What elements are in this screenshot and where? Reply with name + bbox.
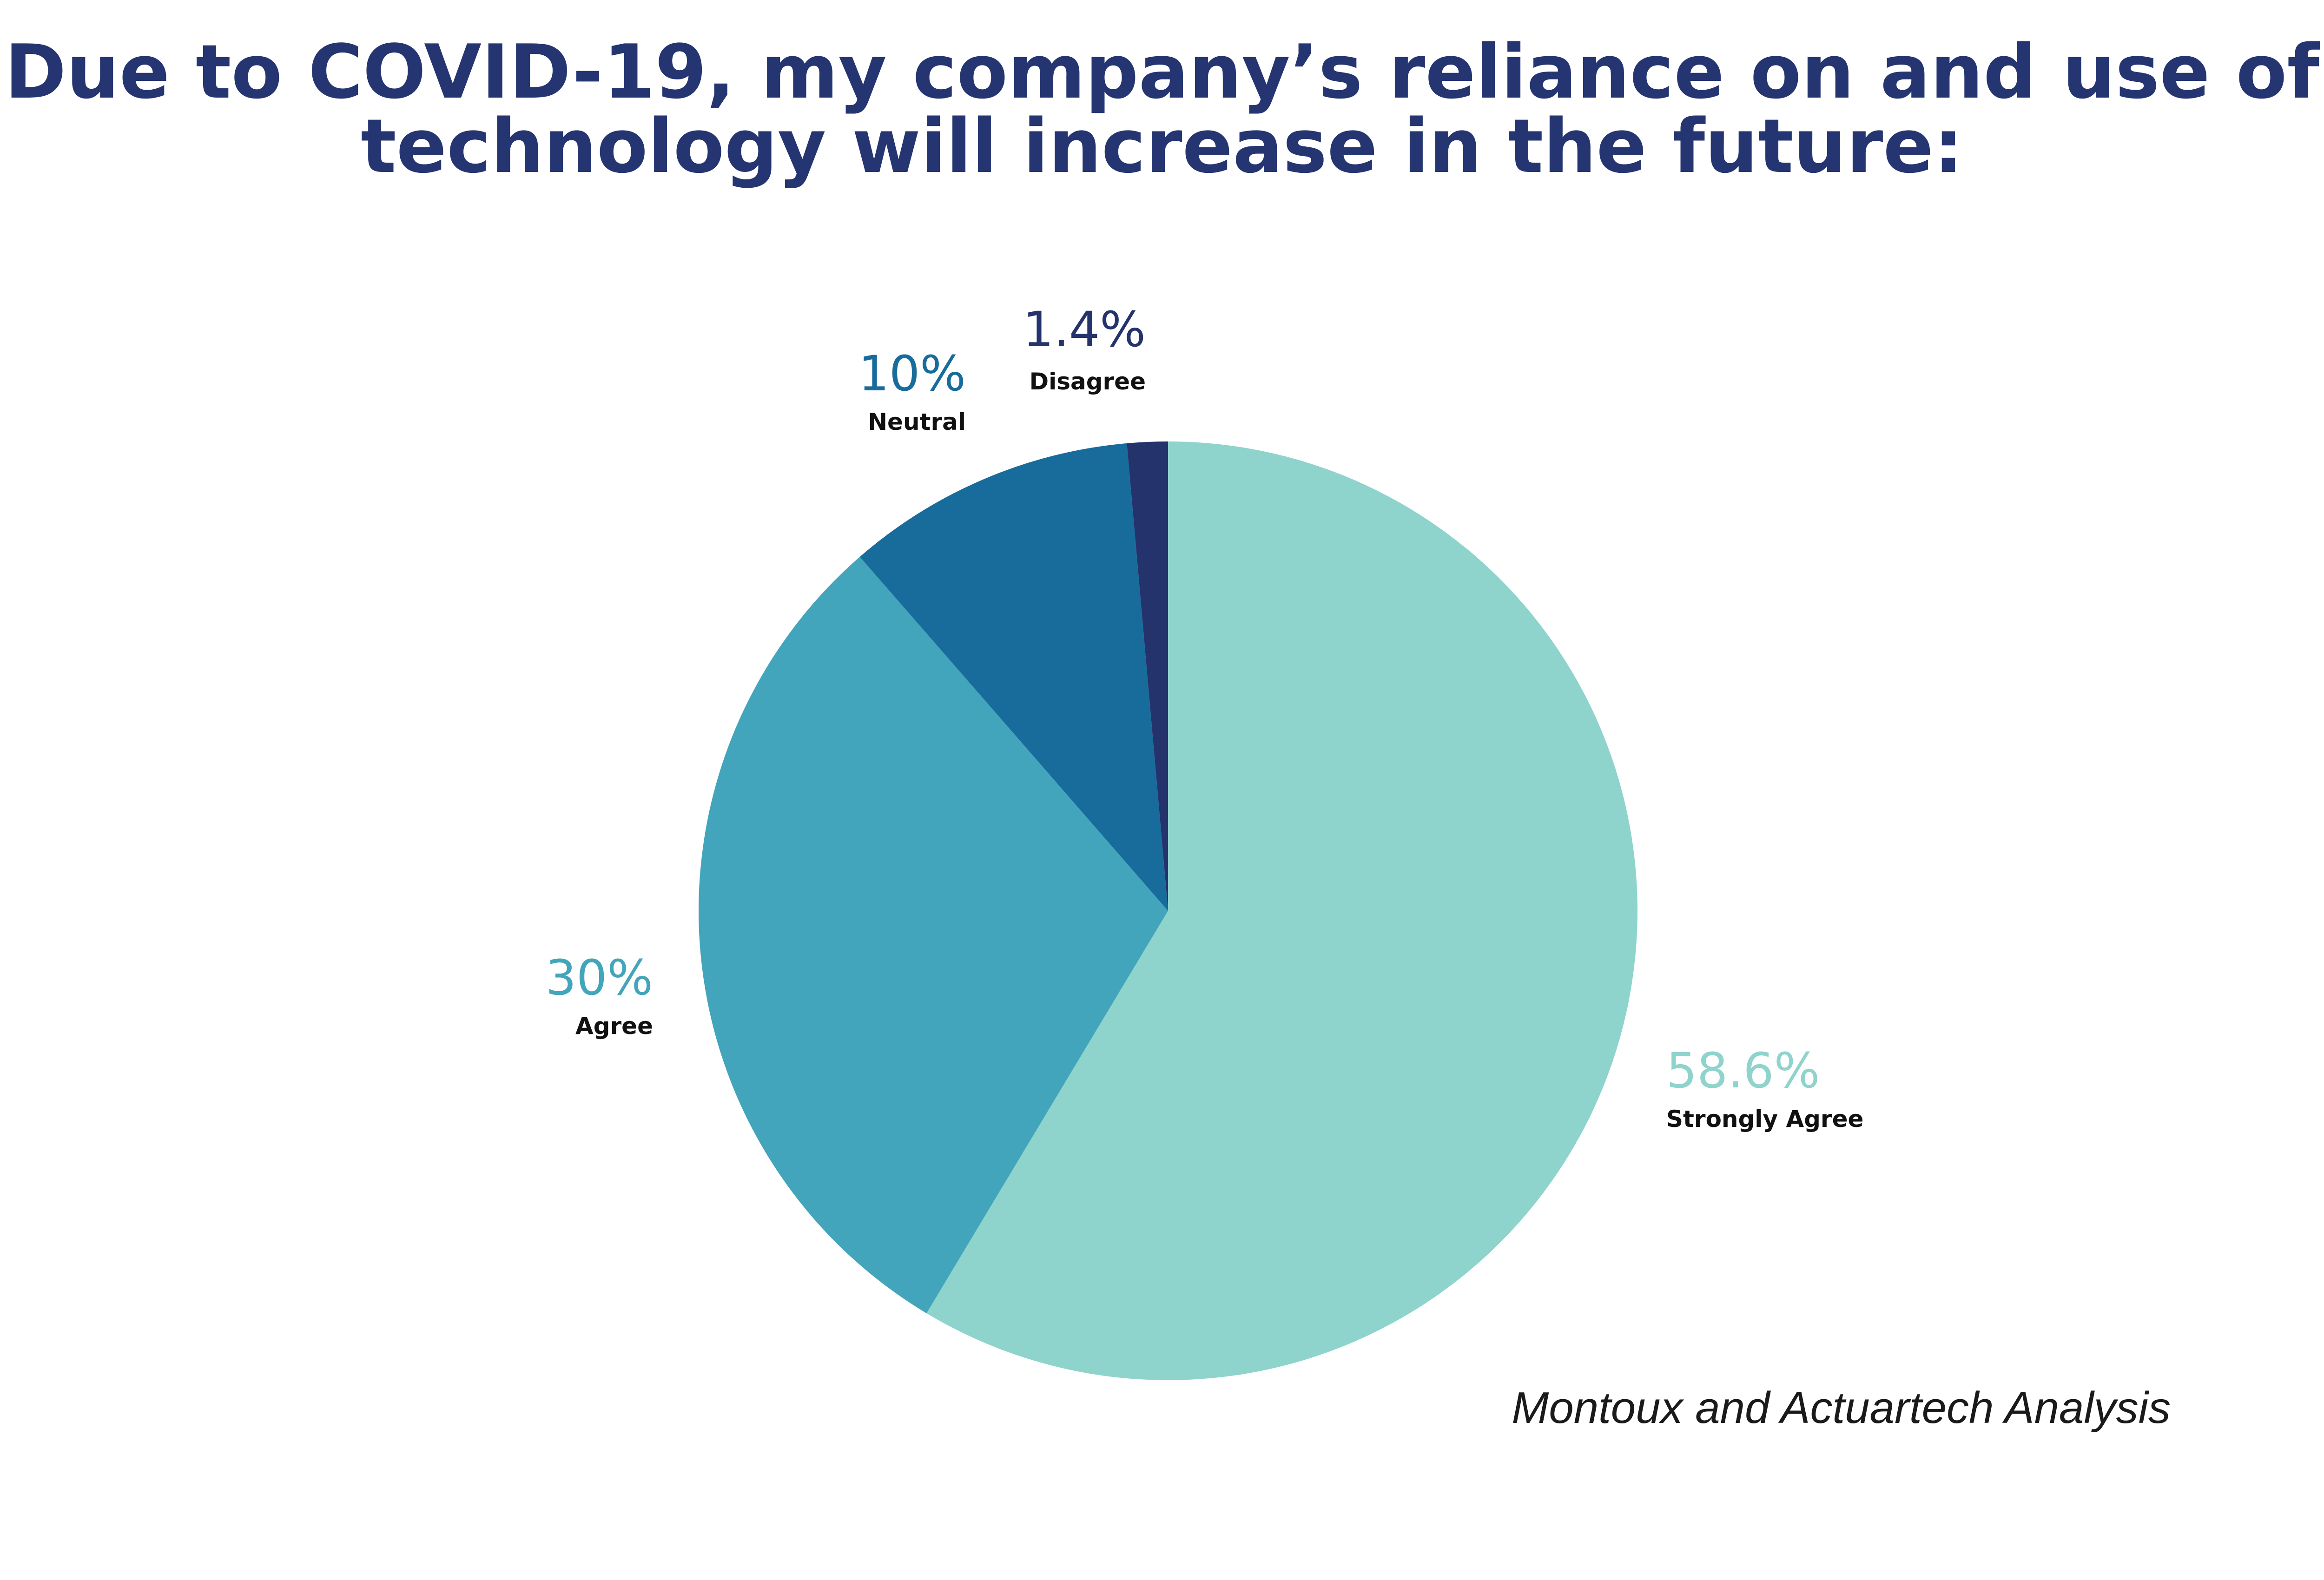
- chart-title-line-1: Due to COVID-19, my company’s reliance o…: [4, 28, 2320, 115]
- chart-title-line-2: technology will increase in the future:: [361, 103, 1963, 190]
- pct-label-disagree: 1.4%: [1023, 301, 1146, 358]
- pie-slice-disagree: [1127, 441, 1168, 911]
- pie-labels: 58.6% Strongly Agree 30% Agree 10% Neutral 1.4…: [546, 301, 1864, 1132]
- source-note: Montoux and Actuartech Analysis: [1512, 1383, 2171, 1433]
- chart-title: Due to COVID-19, my company’s reliance o…: [0, 35, 2324, 184]
- category-label-disagree: Disagree: [1030, 368, 1146, 395]
- pct-label-strongly-agree: 58.6%: [1666, 1042, 1820, 1099]
- pct-label-agree: 30%: [546, 949, 653, 1006]
- category-label-agree: Agree: [575, 1013, 653, 1040]
- category-label-neutral: Neutral: [868, 408, 966, 435]
- pie-slice-strongly-agree: [926, 441, 1637, 1380]
- category-label-strongly-agree: Strongly Agree: [1666, 1106, 1863, 1132]
- pie-slice-neutral: [859, 443, 1168, 911]
- pie-slice-agree: [699, 557, 1168, 1314]
- pct-label-neutral: 10%: [858, 345, 966, 402]
- pie-slices: [699, 441, 1637, 1380]
